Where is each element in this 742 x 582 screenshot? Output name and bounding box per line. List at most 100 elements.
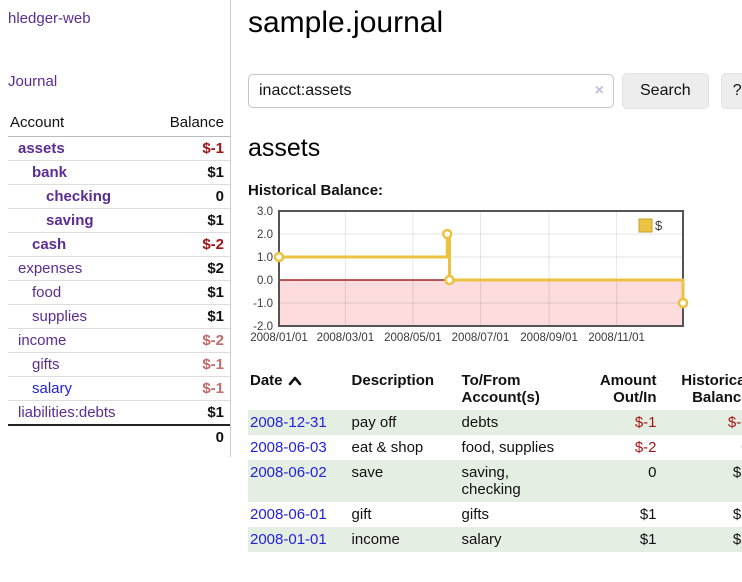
sidebar-item-journal[interactable]: Journal — [8, 73, 58, 90]
account-heading: assets — [248, 134, 321, 162]
register-amount-cell: $-1 — [578, 410, 661, 435]
x-tick-label: 2008/07/01 — [452, 332, 510, 344]
accounts-header-balance: Balance — [149, 111, 230, 137]
account-balance: $1 — [149, 304, 230, 329]
sort-asc-icon — [288, 373, 302, 390]
register-date-cell: 2008-12-31 — [248, 410, 350, 435]
transaction-date-link[interactable]: 2008-06-03 — [250, 439, 327, 456]
accounts-total-spacer — [8, 424, 150, 449]
account-link[interactable]: liabilities:debts — [18, 404, 116, 421]
register-balance-cell: $2 — [732, 506, 742, 523]
register-accounts-cell: debts — [459, 410, 578, 435]
register-amount-cell: 0 — [578, 460, 661, 502]
account-row: bank $1 — [8, 160, 230, 185]
app-title-link[interactable]: hledger-web — [8, 10, 91, 27]
register-date-cell: 2008-06-02 — [248, 460, 350, 502]
account-balance: 0 — [149, 184, 230, 209]
account-link[interactable]: cash — [32, 236, 67, 253]
register-amount-cell: $1 — [639, 506, 657, 523]
x-tick-label: 2008/01/01 — [250, 332, 308, 344]
account-link[interactable]: assets — [18, 140, 65, 157]
account-row: expenses $2 — [8, 256, 230, 281]
transaction-date-link[interactable]: 2008-12-31 — [250, 414, 327, 431]
register-header-balance: Historical Balance — [681, 372, 742, 406]
register-description-cell: gift — [351, 506, 372, 523]
register-description-cell: save — [349, 460, 460, 502]
register-date-cell: 2008-01-01 — [248, 527, 350, 552]
account-cell: liabilities:debts — [8, 400, 150, 426]
account-balance: $1 — [149, 160, 230, 185]
account-link[interactable]: expenses — [18, 260, 83, 277]
register-row: 2008-06-01 gift gifts $1 $2 — [248, 502, 742, 527]
x-tick-label: 2008/11/01 — [588, 332, 645, 344]
register-accounts-cell: saving, checking — [459, 460, 578, 502]
page: hledger-web Journal Account Balance asse… — [0, 0, 742, 552]
account-link[interactable]: saving — [46, 212, 94, 229]
register-header-row: Date Description To/From Account(s) Amou… — [248, 370, 742, 410]
register-header-date[interactable]: Date — [248, 370, 350, 410]
accounts-total-row: 0 — [8, 424, 230, 449]
account-cell: assets — [8, 136, 150, 161]
negative-region — [279, 280, 683, 326]
y-tick-label: -1.0 — [253, 298, 273, 310]
account-cell: expenses — [8, 256, 150, 281]
account-row: saving $1 — [8, 208, 230, 233]
y-tick-label: -2.0 — [253, 321, 273, 333]
x-tick-label: 2008/03/01 — [317, 332, 375, 344]
register-amount-cell: $-2 — [634, 439, 657, 456]
account-link[interactable]: gifts — [32, 356, 60, 373]
data-point-marker — [677, 297, 689, 309]
account-balance: $1 — [149, 400, 230, 426]
chart-box: 3.0 2.0 1.0 0.0 -1.0 -2.0 2008/01/01 2008/03/01… — [242, 206, 742, 355]
transaction-date-link[interactable]: 2008-06-01 — [250, 506, 327, 523]
account-row: food $1 — [8, 280, 230, 305]
account-balance: $-2 — [149, 328, 230, 353]
search-form: × Search ? — [248, 73, 742, 109]
clear-search-icon[interactable]: × — [594, 82, 604, 99]
account-link[interactable]: salary — [32, 380, 73, 397]
y-tick-label: 1.0 — [257, 252, 273, 264]
account-balance: $2 — [149, 256, 230, 281]
data-point-marker — [441, 228, 453, 240]
account-cell: gifts — [8, 352, 150, 377]
register-row: 2008-06-03 eat & shop food, supplies $-20 — [248, 435, 742, 460]
account-balance: $-1 — [149, 352, 230, 377]
page-title: sample.journal — [248, 6, 444, 39]
account-row: cash $-2 — [8, 232, 230, 257]
register-balance-cell: $2 — [660, 460, 742, 502]
help-button[interactable]: ? — [720, 73, 742, 109]
account-link[interactable]: supplies — [32, 308, 88, 325]
y-tick-label: 0.0 — [257, 275, 273, 287]
account-row: liabilities:debts $1 — [8, 400, 230, 426]
legend-swatch — [638, 218, 653, 233]
sidebar: hledger-web Journal Account Balance asse… — [0, 0, 231, 457]
y-tick-label: 2.0 — [257, 229, 273, 241]
search-input-wrap: × — [248, 74, 614, 108]
account-link[interactable]: income — [18, 332, 67, 349]
register-description-cell: eat & shop — [351, 439, 424, 456]
account-cell: bank — [8, 160, 150, 185]
accounts-header-account: Account — [8, 111, 150, 137]
plot-border — [278, 210, 684, 327]
transaction-date-link[interactable]: 2008-06-02 — [250, 464, 327, 481]
account-cell: income — [8, 328, 150, 353]
account-link[interactable]: food — [32, 284, 62, 301]
legend-label: $ — [655, 218, 663, 233]
account-link[interactable]: bank — [32, 164, 68, 181]
transaction-date-link[interactable]: 2008-01-01 — [250, 531, 327, 548]
accounts-total-value: 0 — [149, 424, 230, 449]
account-cell: saving — [8, 208, 150, 233]
register-date-cell: 2008-06-01 — [248, 502, 350, 527]
account-link[interactable]: checking — [46, 188, 112, 205]
register-header-date-label: Date — [250, 372, 283, 389]
search-input[interactable] — [248, 74, 614, 108]
account-row: checking 0 — [8, 184, 230, 209]
search-button[interactable]: Search — [622, 73, 709, 109]
account-cell: supplies — [8, 304, 150, 329]
account-row: income $-2 — [8, 328, 230, 353]
account-cell: checking — [8, 184, 150, 209]
register-accounts-cell: gifts — [461, 506, 490, 523]
data-point-marker — [444, 274, 455, 286]
